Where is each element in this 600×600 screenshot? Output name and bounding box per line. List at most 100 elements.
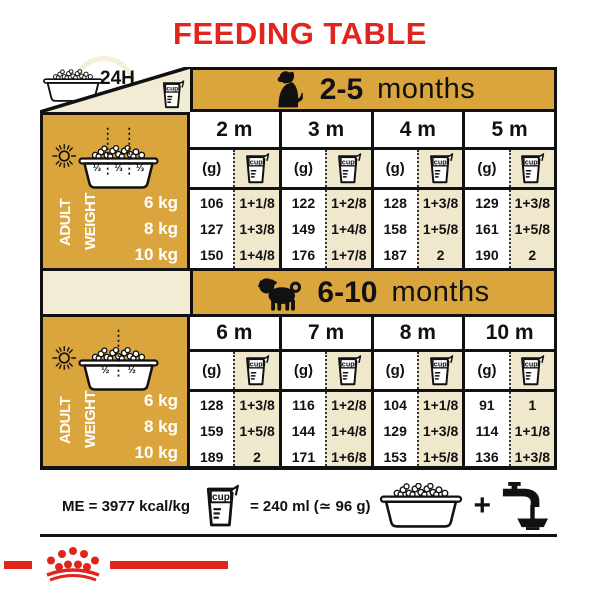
cup-unit-cell — [416, 352, 463, 389]
feeding-times-icons: ⅓ ⅓ ⅓ — [43, 119, 187, 193]
food-bowl-halves-icon: ½ ½ — [77, 329, 160, 391]
weight-row-labels: 6 kg 8 kg 10 kg — [134, 193, 178, 264]
cup-unit-cell — [508, 352, 554, 389]
water-tap-icon — [499, 482, 551, 530]
cup-values: 1 1+1/8 1+3/8 — [508, 392, 554, 466]
fraction-label: ⅓ — [115, 163, 123, 174]
measuring-cup-icon — [336, 354, 362, 387]
feed-amount-cell: 128 158 187 1+3/8 1+5/8 2 — [373, 190, 466, 268]
sun-icon — [51, 343, 77, 373]
measuring-cup-icon — [336, 152, 362, 185]
cup-values: 1+3/8 1+5/8 2 — [416, 190, 463, 268]
cup-unit-cell — [233, 150, 279, 187]
feeding-times-icons: ½ ½ — [43, 321, 187, 395]
unit-subheader: (g) — [465, 150, 557, 190]
grams-unit-label: (g) — [281, 150, 326, 187]
age-range: 2-5 — [319, 72, 364, 106]
sun-icon — [51, 141, 77, 171]
diagonal-divider — [40, 67, 190, 112]
food-bowl-icon — [377, 483, 465, 529]
cup-unit-cell — [416, 150, 463, 187]
section1-left-panel: ⅓ ⅓ ⅓ ADULT WEIGHT 6 kg 8 kg 10 kg — [40, 112, 190, 268]
grams-values: 106 127 150 — [190, 190, 234, 268]
month-header: 2 m — [190, 112, 282, 150]
corner-diagonal-cell — [40, 67, 190, 112]
unit-subheader: (g) — [281, 150, 374, 190]
grams-unit-label: (g) — [465, 352, 509, 389]
cup-unit-cell — [325, 150, 371, 187]
fraction-label: ⅓ — [136, 163, 144, 174]
metabolizable-energy-label: ME = 3977 kcal/kg — [62, 497, 190, 515]
unit-subheader: (g) — [465, 352, 557, 392]
footer-legend: ME = 3977 kcal/kg = 240 ml (≃ 96 g) + — [40, 481, 557, 531]
fraction-label: ⅓ — [93, 163, 101, 174]
grams-values: 128 158 187 — [373, 190, 417, 268]
month-header: 8 m — [373, 317, 466, 352]
month-header: 4 m — [373, 112, 466, 150]
cup-values: 1+3/8 1+5/8 2 — [233, 392, 279, 466]
feed-amount-cell: 129 161 190 1+3/8 1+5/8 2 — [465, 190, 557, 268]
cup-values: 1+3/8 1+5/8 2 — [508, 190, 554, 268]
grams-unit-label: (g) — [190, 150, 234, 187]
month-header: 5 m — [465, 112, 557, 150]
section2-left-panel: ½ ½ ADULT WEIGHT 6 kg 8 kg 10 kg — [40, 317, 190, 470]
month-header: 7 m — [281, 317, 374, 352]
adult-weight-label: ADULT WEIGHT — [57, 391, 99, 449]
age-unit: months — [391, 276, 490, 308]
puppy-icon — [272, 70, 306, 109]
grams-values: 104 129 153 — [373, 392, 417, 466]
age-unit: months — [377, 73, 476, 105]
feed-amount-cell: 104 129 153 1+1/8 1+3/8 1+5/8 — [373, 392, 466, 470]
unit-subheader: (g) — [373, 150, 466, 190]
measuring-cup-icon — [428, 354, 454, 387]
royal-canin-crown-logo — [0, 546, 232, 584]
cup-values: 1+2/8 1+4/8 1+7/8 — [325, 190, 371, 268]
grams-unit-label: (g) — [373, 352, 417, 389]
unit-subheader: (g) — [281, 352, 374, 392]
section-header-6-10-months: 6-10 months — [190, 268, 557, 317]
24h-label: 24H — [100, 68, 135, 89]
unit-subheader: (g) — [373, 352, 466, 392]
measuring-cup-icon — [161, 79, 185, 110]
age-range: 6-10 — [317, 275, 378, 309]
grams-unit-label: (g) — [190, 352, 234, 389]
page-title: FEEDING TABLE — [173, 16, 427, 51]
moon-icon — [160, 142, 179, 170]
moon-icon — [160, 344, 179, 372]
grams-values: 91 114 136 — [465, 392, 509, 466]
feed-amount-cell: 116 144 171 1+2/8 1+4/8 1+6/8 — [281, 392, 374, 470]
cup-unit-cell — [508, 150, 554, 187]
cup-equivalence-label: = 240 ml (≃ 96 g) — [250, 498, 371, 515]
measuring-cup-icon — [519, 354, 545, 387]
grams-values: 122 149 176 — [281, 190, 326, 268]
adult-weight-label: ADULT WEIGHT — [57, 193, 99, 251]
logo-bar-left — [4, 561, 32, 569]
grams-unit-label: (g) — [373, 150, 417, 187]
grams-values: 116 144 171 — [281, 392, 326, 466]
grams-values: 129 161 190 — [465, 190, 509, 268]
feed-amount-cell: 122 149 176 1+2/8 1+4/8 1+7/8 — [281, 190, 374, 268]
section-header-2-5-months: 2-5 months — [190, 67, 557, 112]
grams-unit-label: (g) — [465, 150, 509, 187]
feeding-table: 2-5 months ⅓ ⅓ ⅓ ADULT WEIGHT 6 kg 8 — [40, 67, 557, 470]
month-header: 10 m — [465, 317, 557, 352]
measuring-cup-icon — [519, 152, 545, 185]
measuring-cup-icon — [204, 483, 240, 529]
measuring-cup-icon — [428, 152, 454, 185]
feed-amount-cell: 106 127 150 1+1/8 1+3/8 1+4/8 — [190, 190, 282, 268]
fraction-label: ½ — [128, 365, 136, 376]
unit-subheader: (g) — [190, 150, 282, 190]
cup-values: 1+1/8 1+3/8 1+5/8 — [416, 392, 463, 466]
logo-bar-right — [110, 561, 228, 569]
month-header: 3 m — [281, 112, 374, 150]
section2-corner-cell — [40, 268, 190, 317]
month-header: 6 m — [190, 317, 282, 352]
cup-unit-cell — [233, 352, 279, 389]
footer-divider — [40, 534, 557, 537]
feed-amount-cell: 91 114 136 1 1+1/8 1+3/8 — [465, 392, 557, 470]
cup-values: 1+1/8 1+3/8 1+4/8 — [233, 190, 279, 268]
measuring-cup-icon — [244, 354, 270, 387]
grams-unit-label: (g) — [281, 352, 326, 389]
unit-subheader: (g) — [190, 352, 282, 392]
